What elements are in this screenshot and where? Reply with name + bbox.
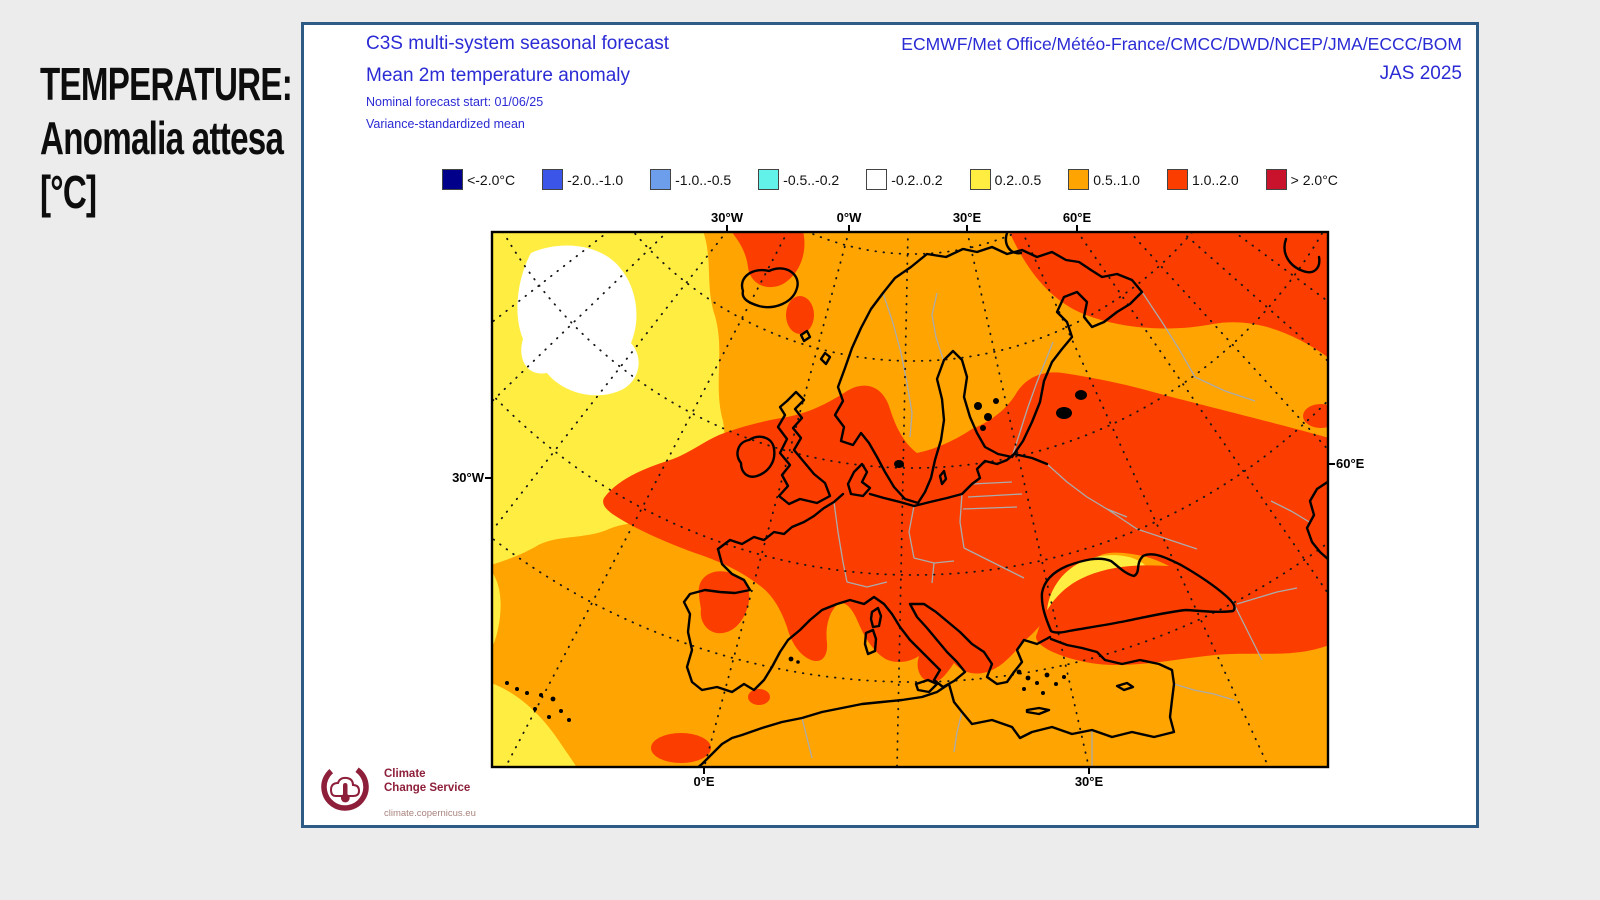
legend-swatch [758, 169, 780, 190]
legend-item: -0.5..-0.2 [758, 169, 839, 190]
forecast-start-note: Nominal forecast start: 01/06/25 [366, 95, 544, 109]
legend-label: -2.0..-1.0 [567, 171, 624, 188]
slide-caption: TEMPERATURE: Anomalia attesa [°C] [40, 58, 293, 219]
legend-swatch [969, 169, 991, 190]
c3s-logo: Climate Change Service climate.copernicu… [318, 759, 476, 819]
copernicus-climate-icon [321, 763, 369, 811]
legend-swatch [1265, 169, 1287, 190]
map-area: 30°W 0°W 30°E 60°E 0°E 30°E 30°W 60°E [452, 210, 1364, 789]
legend-item: -2.0..-1.0 [542, 169, 623, 190]
variance-note: Variance-standardized mean [366, 117, 525, 131]
logo-text-line2: Change Service [384, 782, 471, 795]
legend-item: <-2.0°C [442, 169, 515, 190]
logo-url: climate.copernicus.eu [384, 807, 476, 819]
legend-label: -1.0..-0.5 [675, 171, 732, 188]
axis-top-30w: 30°W [711, 210, 743, 225]
legend-swatch [650, 169, 672, 190]
axis-right-60e: 60°E [1336, 456, 1365, 471]
caption-line-1: TEMPERATURE: [40, 58, 293, 110]
europe-anomaly-map [485, 225, 1335, 774]
legend-item: -1.0..-0.5 [650, 169, 731, 190]
legend-label: 1.0..2.0 [1191, 171, 1239, 188]
legend-item: > 2.0°C [1265, 169, 1338, 190]
forecast-panel: C3S multi-system seasonal forecast Mean … [301, 22, 1479, 828]
legend-swatch [542, 169, 564, 190]
legend-label: > 2.0°C [1290, 171, 1338, 188]
model-list: ECMWF/Met Office/Météo-France/CMCC/DWD/N… [901, 34, 1462, 54]
color-legend: <-2.0°C -2.0..-1.0 -1.0..-0.5 -0.5..-0.2 -0.… [304, 169, 1476, 190]
legend-label: -0.2..0.2 [891, 171, 943, 188]
legend-swatch [442, 169, 464, 190]
axis-bottom-0e: 0°E [693, 774, 715, 789]
legend-label: 0.5..1.0 [1093, 171, 1140, 188]
axis-bottom-30e: 30°E [1074, 774, 1104, 789]
legend-swatch [1166, 169, 1188, 190]
season-label: JAS 2025 [1379, 63, 1462, 84]
axis-top-30e: 30°E [952, 210, 982, 225]
legend-swatch [866, 169, 888, 190]
caption-line-2: Anomalia attesa [40, 111, 284, 164]
axis-top-0w: 0°W [836, 210, 862, 225]
legend-swatch [1068, 169, 1090, 190]
panel-title: C3S multi-system seasonal forecast [366, 33, 670, 54]
axis-left-30w: 30°W [452, 470, 484, 485]
panel-subtitle: Mean 2m temperature anomaly [366, 65, 631, 86]
logo-text-line1: Climate [384, 768, 426, 780]
legend-item: -0.2..0.2 [866, 169, 943, 190]
legend-label: <-2.0°C [467, 171, 516, 188]
legend-item: 0.2..0.5 [969, 169, 1042, 190]
legend-item: 1.0..2.0 [1166, 169, 1239, 190]
legend-label: 0.2..0.5 [994, 171, 1042, 188]
legend-item: 0.5..1.0 [1068, 169, 1140, 190]
legend-label: -0.5..-0.2 [783, 171, 840, 188]
axis-top-60e: 60°E [1062, 210, 1092, 225]
caption-line-3: [°C] [40, 165, 97, 218]
